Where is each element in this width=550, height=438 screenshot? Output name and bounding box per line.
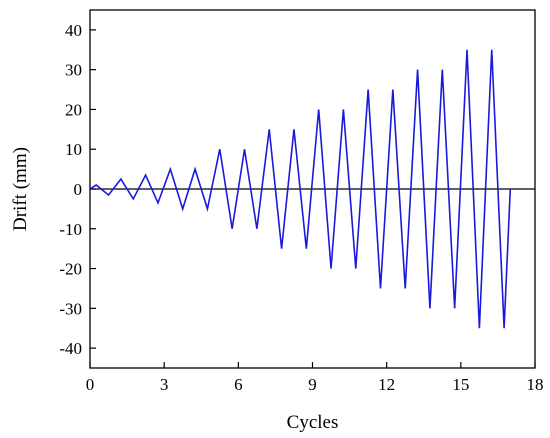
drift-series-line [89,49,512,329]
y-tick-label: -20 [59,260,82,279]
y-tick-label: 20 [65,100,82,119]
y-tick-label: -40 [59,339,82,358]
y-tick-label: 0 [74,180,83,199]
y-tick-label: 10 [65,140,82,159]
y-axis: -40 -30 -20 -10 0 10 20 30 40 [59,21,96,358]
y-tick-label: -30 [59,299,82,318]
x-tick-label: 12 [378,375,395,394]
y-tick-label: 30 [65,61,82,80]
x-tick-label: 3 [160,375,169,394]
x-axis: 0 3 6 9 12 15 18 [86,362,544,394]
x-tick-label: 18 [527,375,544,394]
y-axis-title: Drift (mm) [10,147,31,231]
y-tick-label: -10 [59,220,82,239]
x-tick-label: 0 [86,375,95,394]
x-axis-title: Cycles [287,412,339,433]
x-tick-label: 15 [452,375,469,394]
y-tick-label: 40 [65,21,82,40]
x-tick-label: 9 [308,375,317,394]
x-tick-label: 6 [234,375,243,394]
